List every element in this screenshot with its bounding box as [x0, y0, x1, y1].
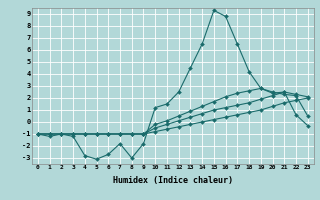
X-axis label: Humidex (Indice chaleur): Humidex (Indice chaleur) [113, 176, 233, 185]
